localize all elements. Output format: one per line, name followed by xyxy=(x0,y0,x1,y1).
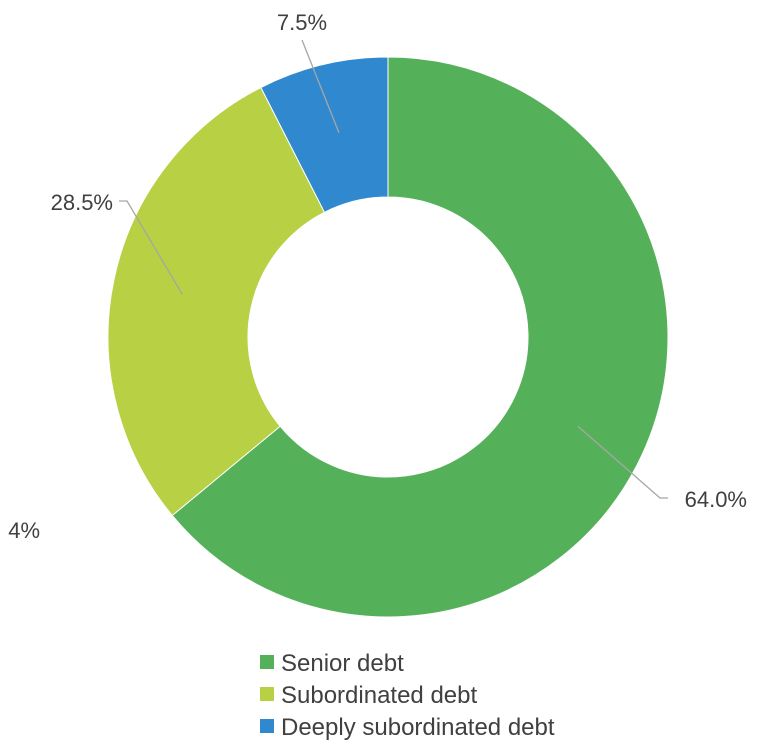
legend-swatch-subordinated-debt xyxy=(260,687,274,701)
legend-label-deeply-subordinated-debt: Deeply subordinated debt xyxy=(281,714,555,741)
donut-slices xyxy=(107,56,669,618)
legend: Senior debt Subordinated debt Deeply subor… xyxy=(260,650,555,741)
legend-swatch-senior-debt xyxy=(260,655,274,669)
legend-swatch-deeply-subordinated-debt xyxy=(260,719,274,733)
leader-line-senior-debt xyxy=(577,425,668,499)
data-label-subordinated-debt: 28.5% xyxy=(51,190,113,215)
slice-subordinated-debt xyxy=(107,86,326,517)
data-label-senior-debt: 64.0% xyxy=(685,487,747,512)
legend-label-senior-debt: Senior debt xyxy=(281,650,404,677)
slice-deeply-subordinated-debt xyxy=(260,56,389,213)
slice-senior-debt xyxy=(171,56,669,618)
leader-line-deeply-subordinated-debt xyxy=(301,39,340,134)
legend-label-subordinated-debt: Subordinated debt xyxy=(281,682,477,709)
data-label-deeply-subordinated-debt: 7.5% xyxy=(277,10,327,35)
clipped-data-label: 4% xyxy=(8,518,40,543)
data-labels: 64.0% 28.5% 7.5% xyxy=(51,10,747,512)
leader-line-subordinated-debt xyxy=(119,200,183,295)
leader-lines xyxy=(119,39,668,499)
